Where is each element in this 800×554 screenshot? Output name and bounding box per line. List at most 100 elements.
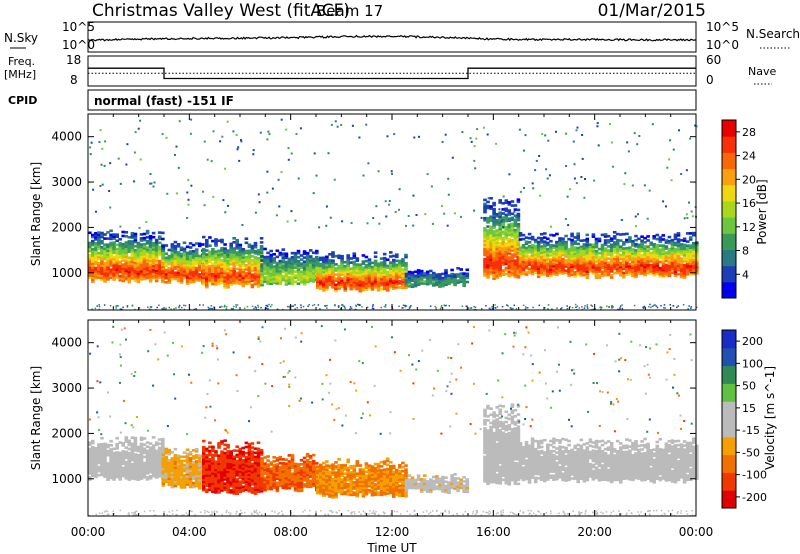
heatmap-cell (275, 267, 280, 271)
heatmap-cell (173, 468, 178, 471)
heatmap-cell (266, 270, 270, 273)
heatmap-cell (164, 264, 169, 268)
heatmap-cell (136, 252, 141, 255)
heatmap-cell (507, 272, 512, 276)
heatmap-cell (278, 251, 283, 255)
heatmap-cell (167, 479, 172, 482)
heatmap-cell (220, 452, 224, 455)
heatmap-cell (625, 232, 629, 236)
heatmap-cell (124, 450, 129, 454)
heatmap-cell (319, 272, 323, 276)
heatmap-cell (392, 273, 396, 276)
heatmap-cell (513, 214, 518, 217)
heatmap-cell (241, 262, 246, 265)
heatmap-cell (459, 280, 463, 284)
heatmap-cell (223, 277, 227, 281)
heatmap-cell (603, 251, 608, 255)
heatmap-cell (591, 247, 596, 251)
heatmap-cell (543, 250, 547, 254)
heatmap-cell (103, 276, 107, 279)
heatmap-cell (235, 243, 239, 246)
heatmap-cell (663, 307, 665, 309)
heatmap-cell (619, 269, 623, 273)
heatmap-cell (315, 251, 319, 255)
heatmap-cell (247, 270, 252, 273)
heatmap-cell (507, 231, 512, 235)
heatmap-cell (103, 278, 107, 281)
heatmap-cell (510, 269, 515, 273)
heatmap-cell (100, 447, 104, 450)
heatmap-cell (570, 242, 574, 246)
heatmap-cell (220, 464, 224, 468)
heatmap-cell (182, 261, 187, 265)
heatmap-cell (566, 305, 568, 307)
heatmap-cell (226, 273, 230, 277)
heatmap-cell (257, 193, 260, 196)
heatmap-cell (612, 267, 617, 271)
heatmap-cell (161, 444, 165, 447)
heatmap-cell (229, 458, 233, 462)
heatmap-cell (543, 248, 547, 252)
heatmap-cell (259, 261, 264, 265)
heatmap-cell (547, 308, 549, 310)
heatmap-cell (256, 277, 261, 280)
heatmap-cell (202, 282, 206, 286)
heatmap-cell (585, 243, 590, 247)
heatmap-cell (561, 307, 563, 309)
heatmap-cell (628, 240, 632, 243)
heatmap-cell (667, 270, 672, 274)
heatmap-cell (238, 282, 243, 285)
heatmap-cell (103, 233, 107, 236)
heatmap-cell (561, 268, 565, 271)
heatmap-cell (244, 276, 249, 279)
heatmap-cell (100, 473, 104, 477)
heatmap-cell (444, 305, 446, 307)
heatmap-cell (492, 230, 496, 233)
heatmap-cell (549, 252, 553, 255)
heatmap-cell (382, 256, 387, 260)
heatmap-cell (625, 261, 629, 264)
heatmap-cell (103, 253, 107, 257)
heatmap-cell (376, 266, 381, 270)
heatmap-cell (325, 265, 329, 269)
nsearch-tick-top: 10^5 (706, 20, 739, 34)
heatmap-cell (404, 270, 408, 273)
heatmap-cell (266, 265, 270, 269)
heatmap-cell (453, 283, 457, 287)
heatmap-cell (600, 243, 605, 247)
heatmap-cell (370, 286, 375, 289)
heatmap-cell (142, 242, 147, 246)
heatmap-cell (578, 307, 580, 309)
heatmap-cell (367, 278, 372, 282)
heatmap-cell (136, 468, 141, 471)
heatmap-cell (208, 472, 212, 475)
heatmap-cell (205, 279, 209, 283)
heatmap-cell (617, 308, 619, 311)
heatmap-cell (88, 249, 92, 253)
heatmap-cell (462, 274, 466, 277)
heatmap-cell (597, 251, 602, 255)
heatmap-cell (94, 475, 98, 479)
heatmap-cell (441, 282, 445, 286)
heatmap-cell (290, 268, 295, 271)
heatmap-cell (226, 261, 230, 265)
heatmap-cell (197, 472, 202, 476)
heatmap-cell (664, 247, 669, 250)
heatmap-cell (552, 256, 556, 260)
heatmap-cell (425, 276, 430, 280)
heatmap-cell (211, 262, 215, 265)
heatmap-cell (485, 305, 487, 307)
heatmap-cell (185, 466, 190, 470)
heatmap-cell (109, 162, 112, 165)
heatmap-cell (631, 250, 635, 253)
heatmap-cell (241, 254, 246, 257)
heatmap-cell (622, 259, 626, 262)
heatmap-cell (167, 483, 172, 487)
heatmap-cell (588, 253, 593, 257)
heatmap-cell (453, 275, 457, 278)
heatmap-cell (615, 253, 620, 256)
heatmap-cell (560, 308, 562, 310)
heatmap-cell (229, 271, 233, 274)
heatmap-cell (130, 467, 135, 470)
heatmap-cell (296, 264, 301, 267)
